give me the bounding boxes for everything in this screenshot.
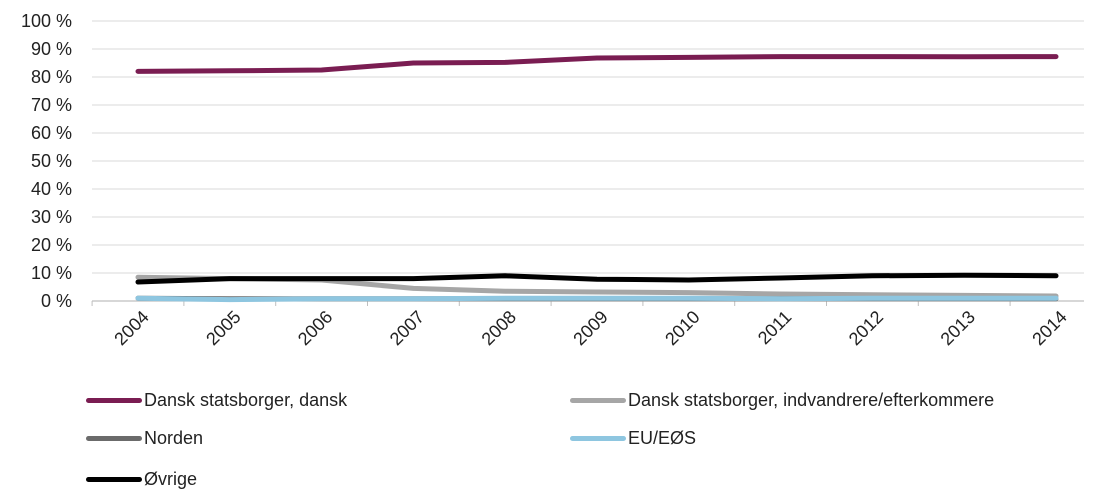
series-line-øvrige (135, 272, 1059, 285)
legend-label: Dansk statsborger, dansk (144, 390, 348, 410)
y-tick-label: 90 % (31, 39, 72, 59)
y-axis-ticks: 0 % 10 % 20 % 30 % 40 % 50 % 60 % 70 % 80 % 90 % 1… (21, 11, 72, 311)
x-tick-label: 2004 (110, 307, 152, 349)
legend-item-norden: Norden (86, 428, 203, 449)
legend-label: Dansk statsborger, indvandrere/efterkomm… (628, 390, 995, 410)
y-tick-label: 80 % (31, 67, 72, 87)
y-tick-label: 100 % (21, 11, 72, 31)
x-tick-label: 2007 (386, 307, 428, 349)
series-line-eu-eøs (135, 295, 1059, 303)
y-tick-label: 30 % (31, 207, 72, 227)
x-tick-label: 2009 (569, 307, 611, 349)
legend-swatch (86, 398, 142, 403)
x-tick-label: 2008 (478, 307, 520, 349)
x-tick-label: 2006 (294, 307, 336, 349)
x-tick-label: 2012 (845, 307, 887, 349)
legend-item-dansk-statsborger-indvandrere: Dansk statsborger, indvandrere/efterkomm… (570, 390, 994, 411)
legend-label: Øvrige (144, 469, 198, 489)
legend-swatch (86, 436, 142, 441)
y-tick-label: 50 % (31, 151, 72, 171)
legend-swatch (570, 436, 626, 441)
legend-item-dansk-statsborger-dansk: Dansk statsborger, dansk (86, 390, 347, 411)
series-lines (135, 54, 1059, 303)
legend-item-ovrige: Øvrige (86, 469, 197, 490)
series-line-dansk-statsborger-dansk (135, 54, 1059, 74)
x-tick-label: 2005 (202, 307, 244, 349)
x-axis-ticks: 2004 2005 2006 2007 2008 2009 2010 2011 2012 2013… (110, 307, 1070, 349)
legend-swatch (86, 477, 142, 482)
legend-swatch (570, 398, 626, 403)
y-tick-label: 70 % (31, 95, 72, 115)
legend: Dansk statsborger, dansk Dansk statsborg… (0, 378, 1106, 495)
y-tick-label: 10 % (31, 263, 72, 283)
x-tick-label: 2014 (1028, 307, 1070, 349)
legend-item-eu-eos: EU/EØS (570, 428, 696, 449)
legend-label: Norden (144, 428, 204, 448)
grid-lines (92, 20, 1084, 274)
x-tick-label: 2010 (661, 307, 703, 349)
y-tick-label: 20 % (31, 235, 72, 255)
x-tick-label: 2011 (754, 307, 796, 349)
x-tick-label: 2013 (937, 307, 979, 349)
y-tick-label: 40 % (31, 179, 72, 199)
line-chart: 0 % 10 % 20 % 30 % 40 % 50 % 60 % 70 % 80 % 90 % 1… (21, 11, 1084, 349)
y-tick-label: 60 % (31, 123, 72, 143)
y-tick-label: 0 % (41, 291, 72, 311)
legend-label: EU/EØS (628, 428, 697, 448)
